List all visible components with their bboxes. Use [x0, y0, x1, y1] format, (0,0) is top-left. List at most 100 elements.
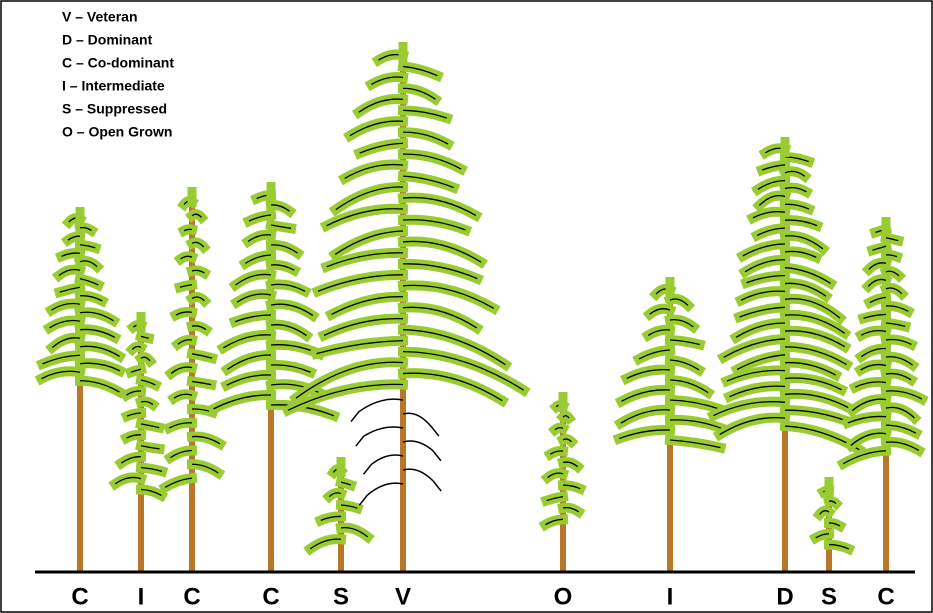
- branch: [120, 456, 142, 464]
- dead-branch: [402, 468, 442, 492]
- branch: [649, 308, 671, 315]
- branch: [79, 295, 103, 302]
- branch: [546, 495, 564, 502]
- tree: [836, 217, 929, 572]
- tree-class-label: O: [554, 583, 573, 610]
- branch: [669, 439, 721, 449]
- branch: [850, 432, 887, 446]
- branch: [885, 305, 909, 312]
- branch: [191, 380, 212, 386]
- dead-branch: [402, 412, 440, 437]
- branch: [320, 515, 342, 521]
- branch: [842, 450, 887, 465]
- branch: [885, 441, 920, 452]
- legend-item: O – Open Grown: [62, 124, 172, 140]
- branch: [885, 237, 899, 242]
- tree: [281, 42, 531, 572]
- branch: [140, 400, 154, 406]
- branch: [784, 298, 841, 319]
- branch: [226, 354, 272, 370]
- branch: [784, 267, 831, 284]
- branch: [295, 361, 404, 399]
- dead-branch: [362, 454, 404, 475]
- branch: [815, 533, 830, 539]
- legend-item: I – Intermediate: [62, 78, 165, 94]
- branch: [371, 76, 404, 85]
- branch: [334, 230, 404, 255]
- branch: [860, 363, 887, 371]
- branch: [669, 298, 689, 306]
- tree-class-label: C: [71, 583, 88, 610]
- branch: [191, 241, 205, 248]
- branch: [79, 380, 120, 393]
- branch: [669, 419, 724, 430]
- tree-class-label: V: [395, 583, 411, 610]
- branch: [344, 163, 404, 179]
- branch: [287, 383, 404, 411]
- branch: [669, 339, 700, 346]
- branch: [317, 274, 404, 292]
- branch: [562, 438, 572, 443]
- branch: [79, 311, 114, 322]
- branch: [126, 390, 142, 396]
- dead-branch: [350, 398, 404, 423]
- branch: [270, 303, 314, 317]
- branch: [885, 270, 900, 277]
- tree: [808, 477, 856, 572]
- branch: [669, 359, 700, 371]
- branch: [235, 273, 272, 286]
- legend-item: V – Veteran: [62, 9, 138, 25]
- tree-class-label: C: [262, 583, 279, 610]
- branch: [885, 356, 913, 366]
- branch: [79, 345, 120, 357]
- branch: [736, 354, 786, 371]
- branch: [784, 250, 817, 258]
- branch: [331, 296, 404, 316]
- branch: [222, 334, 272, 349]
- branch: [647, 329, 671, 336]
- branch: [191, 325, 207, 331]
- branch: [323, 317, 404, 336]
- branch: [851, 398, 887, 412]
- branch: [784, 203, 810, 210]
- branch: [545, 518, 564, 526]
- branch: [744, 259, 786, 273]
- branch: [855, 381, 887, 388]
- branch: [309, 538, 342, 550]
- branch: [140, 445, 160, 450]
- branch: [638, 349, 671, 360]
- branch: [79, 362, 121, 372]
- branch: [863, 313, 887, 319]
- branch: [869, 296, 887, 304]
- branch: [867, 278, 887, 287]
- branch: [191, 269, 205, 274]
- branch: [885, 254, 898, 258]
- branch: [885, 338, 912, 345]
- branch: [191, 435, 221, 445]
- branch: [562, 415, 570, 419]
- branch: [326, 252, 404, 268]
- branch: [245, 254, 272, 264]
- tree: [303, 457, 375, 572]
- branch: [173, 393, 193, 399]
- branch: [340, 504, 358, 509]
- branch: [58, 268, 81, 276]
- branch: [140, 335, 149, 339]
- branch: [316, 339, 404, 355]
- branch: [761, 164, 786, 171]
- branch: [340, 481, 352, 486]
- branch: [784, 235, 824, 250]
- branch: [562, 484, 581, 490]
- dead-branch: [402, 440, 442, 462]
- branch: [131, 345, 142, 350]
- branch: [872, 245, 887, 251]
- branch: [61, 252, 81, 257]
- branch: [191, 296, 205, 302]
- branch: [729, 385, 786, 398]
- legend-item: D – Dominant: [62, 32, 153, 48]
- branch: [742, 243, 786, 257]
- branch: [547, 472, 564, 479]
- branch: [784, 330, 846, 348]
- branch: [402, 87, 436, 100]
